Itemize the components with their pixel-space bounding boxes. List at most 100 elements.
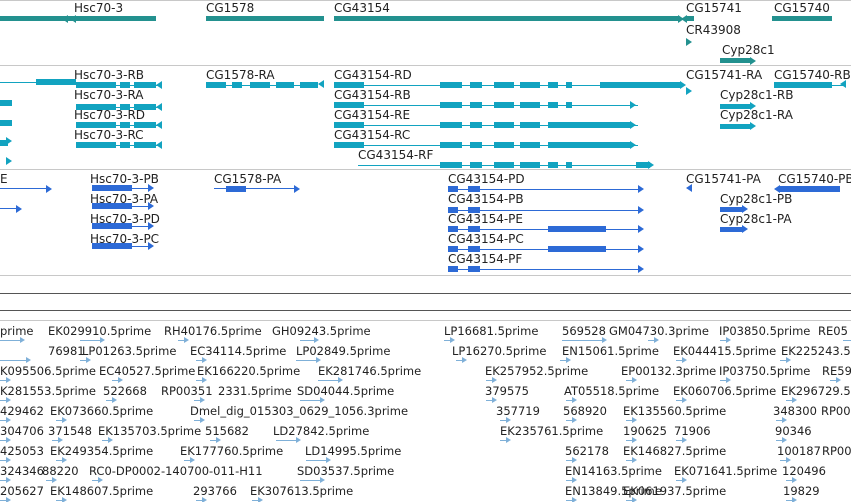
exon-block[interactable]	[494, 122, 514, 128]
est-label[interactable]: 357719	[496, 404, 540, 418]
est-label[interactable]: 379575	[485, 384, 529, 398]
exon-block[interactable]	[548, 142, 630, 148]
est-label[interactable]: 562178	[565, 444, 609, 458]
est-label[interactable]: EK073660.5prime	[50, 404, 154, 418]
est-label[interactable]: 522668	[103, 384, 147, 398]
est-label[interactable]: GM04730.3prime	[609, 324, 709, 338]
est-label[interactable]: EN13849.5prime	[565, 484, 662, 498]
exon-block[interactable]	[74, 16, 156, 21]
est-label[interactable]: LP02849.5prime	[296, 344, 391, 358]
est-label[interactable]: 293766	[193, 484, 237, 498]
transcript-label[interactable]: CG43154-RF	[358, 148, 434, 162]
est-label[interactable]: RH40176.5prime	[164, 324, 262, 338]
est-label[interactable]: EK177760.5prime	[180, 444, 284, 458]
exon-block[interactable]	[470, 122, 482, 128]
exon-block[interactable]	[720, 227, 742, 232]
est-label[interactable]: Dmel_dig_015303_0629_1056.3prime	[190, 404, 409, 418]
exon-block[interactable]	[720, 58, 750, 63]
est-label[interactable]: 19829	[783, 484, 820, 498]
est-label[interactable]: 371548	[48, 424, 92, 438]
protein-label[interactable]: Hsc70-3-PD	[90, 212, 160, 226]
exon-block[interactable]	[520, 122, 540, 128]
exon-block[interactable]	[440, 82, 462, 88]
exon-block[interactable]	[226, 186, 246, 192]
exon-block[interactable]	[0, 100, 12, 106]
protein-label[interactable]: CG1578-PA	[214, 172, 282, 186]
exon-block[interactable]	[566, 102, 572, 108]
protein-label[interactable]: CG43154-PD	[448, 172, 525, 186]
est-label[interactable]: LD14995.5prime	[305, 444, 402, 458]
est-label[interactable]: EP00132.3prime	[621, 364, 717, 378]
est-label[interactable]: 348300	[773, 404, 817, 418]
exon-block[interactable]	[720, 124, 750, 129]
est-label[interactable]: K281553.5prime	[0, 384, 96, 398]
est-label[interactable]: EK061937.5prime	[623, 484, 727, 498]
transcript-label[interactable]: Hsc70-3-RB	[74, 68, 145, 82]
exon-block[interactable]	[250, 82, 270, 88]
est-label[interactable]: EK135703.5prime	[98, 424, 202, 438]
transcript-label[interactable]: CG15741-RA	[686, 68, 763, 82]
est-label[interactable]: 90346	[775, 424, 812, 438]
protein-label[interactable]: CG43154-PE	[448, 212, 523, 226]
exon-block[interactable]	[448, 226, 458, 232]
exon-block[interactable]	[494, 102, 514, 108]
est-label[interactable]: EK148607.5prime	[50, 484, 154, 498]
exon-block[interactable]	[440, 122, 462, 128]
gene-label[interactable]: CG43154	[334, 1, 390, 15]
est-label[interactable]: 2331.5prime	[218, 384, 292, 398]
exon-block[interactable]	[548, 102, 558, 108]
exon-block[interactable]	[232, 82, 242, 88]
est-label[interactable]: RP00	[821, 404, 851, 418]
gene-label[interactable]: Hsc70-3	[74, 1, 124, 15]
est-label[interactable]: LD27842.5prime	[273, 424, 370, 438]
exon-block[interactable]	[134, 104, 156, 110]
est-label[interactable]: EC34114.5prime	[190, 344, 287, 358]
exon-block[interactable]	[600, 82, 680, 88]
exon-block[interactable]	[520, 82, 540, 88]
exon-block[interactable]	[548, 162, 558, 168]
exon-block[interactable]	[134, 82, 156, 88]
protein-label[interactable]: Hsc70-3-PC	[90, 232, 160, 246]
exon-block[interactable]	[206, 82, 226, 88]
exon-block[interactable]	[76, 104, 116, 110]
protein-label[interactable]: CG43154-PF	[448, 252, 523, 266]
exon-block[interactable]	[36, 79, 76, 85]
exon-block[interactable]	[440, 142, 462, 148]
exon-block[interactable]	[468, 266, 480, 272]
gene-label[interactable]: CG15741	[686, 1, 742, 15]
exon-block[interactable]	[468, 186, 480, 192]
est-label[interactable]: EK281746.5prime	[318, 364, 422, 378]
est-label[interactable]: EK060706.5prime	[673, 384, 777, 398]
est-label[interactable]: RP00	[822, 444, 851, 458]
exon-block[interactable]	[520, 102, 540, 108]
transcript-label[interactable]: CG15740-RB	[774, 68, 851, 82]
est-label[interactable]: RC0-DP0002-140700-011-H11	[89, 464, 263, 478]
protein-label[interactable]: Cyp28c1-PB	[720, 192, 793, 206]
exon-block[interactable]	[76, 142, 116, 148]
exon-block[interactable]	[206, 16, 324, 21]
transcript-label[interactable]: Hsc70-3-RC	[74, 128, 144, 142]
est-label[interactable]: SD04044.5prime	[297, 384, 395, 398]
est-label[interactable]: EK044415.5prime	[673, 344, 777, 358]
exon-block[interactable]	[468, 207, 480, 213]
exon-block[interactable]	[440, 102, 462, 108]
transcript-label[interactable]: CG43154-RC	[334, 128, 411, 142]
exon-block[interactable]	[0, 120, 12, 126]
exon-block[interactable]	[448, 186, 458, 192]
exon-block[interactable]	[92, 203, 132, 209]
exon-block[interactable]	[772, 16, 832, 21]
exon-block[interactable]	[448, 207, 458, 213]
est-label[interactable]: EN14163.5prime	[565, 464, 662, 478]
exon-block[interactable]	[468, 246, 480, 252]
exon-block[interactable]	[566, 162, 572, 168]
exon-block[interactable]	[636, 162, 650, 168]
est-label[interactable]: EK296729.5	[781, 384, 851, 398]
protein-label[interactable]: Cyp28c1-PA	[720, 212, 792, 226]
est-label[interactable]: 88220	[42, 464, 79, 478]
transcript-label[interactable]: CG1578-RA	[206, 68, 275, 82]
exon-block[interactable]	[520, 162, 540, 168]
exon-block[interactable]	[566, 82, 572, 88]
est-label[interactable]: EK235761.5prime	[500, 424, 604, 438]
exon-block[interactable]	[120, 104, 130, 110]
exon-block[interactable]	[134, 122, 156, 128]
